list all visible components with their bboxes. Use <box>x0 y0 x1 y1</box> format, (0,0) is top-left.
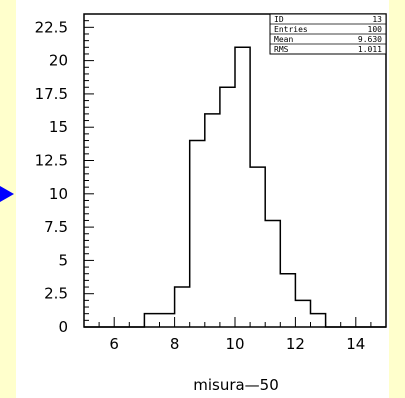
y-tick-label: 15 <box>49 118 68 136</box>
stats-value: 100 <box>368 25 383 34</box>
y-tick-label: 10 <box>49 185 68 203</box>
stats-box: ID 13 Entries 100 Mean 9.630 RMS 1.011 <box>269 13 387 55</box>
y-tick-label: 22.5 <box>35 18 68 36</box>
stats-label: Entries <box>274 25 308 34</box>
x-tick-label: 12 <box>286 335 305 353</box>
x-axis-label: misura—50 <box>193 376 279 394</box>
x-tick-label: 10 <box>225 335 244 353</box>
x-axis-labels: 6 8 10 12 14 <box>109 335 365 353</box>
y-tick-label: 5 <box>58 251 68 269</box>
axis-ticks <box>83 13 387 328</box>
play-arrow-icon[interactable] <box>0 186 14 202</box>
y-tick-label: 2.5 <box>44 285 68 303</box>
y-tick-label: 12.5 <box>35 152 68 170</box>
stats-value: 13 <box>372 15 382 24</box>
histogram-outline <box>84 46 386 328</box>
stats-value: 9.630 <box>358 35 382 44</box>
y-tick-label: 7.5 <box>44 218 68 236</box>
stats-label: RMS <box>274 45 289 54</box>
x-tick-label: 14 <box>346 335 365 353</box>
y-tick-label: 20 <box>49 52 68 70</box>
x-tick-label: 6 <box>109 335 119 353</box>
y-tick-label: 17.5 <box>35 85 68 103</box>
y-tick-label: 0 <box>58 318 68 336</box>
histogram-panel <box>16 0 389 398</box>
stats-label: Mean <box>274 35 293 44</box>
stats-value: 1.011 <box>358 45 382 54</box>
y-axis-labels: 0 2.5 5 7.5 10 12.5 15 17.5 20 22.5 <box>35 18 68 336</box>
stats-label: ID <box>274 15 284 24</box>
x-tick-label: 8 <box>170 335 180 353</box>
plot-frame <box>83 13 387 328</box>
